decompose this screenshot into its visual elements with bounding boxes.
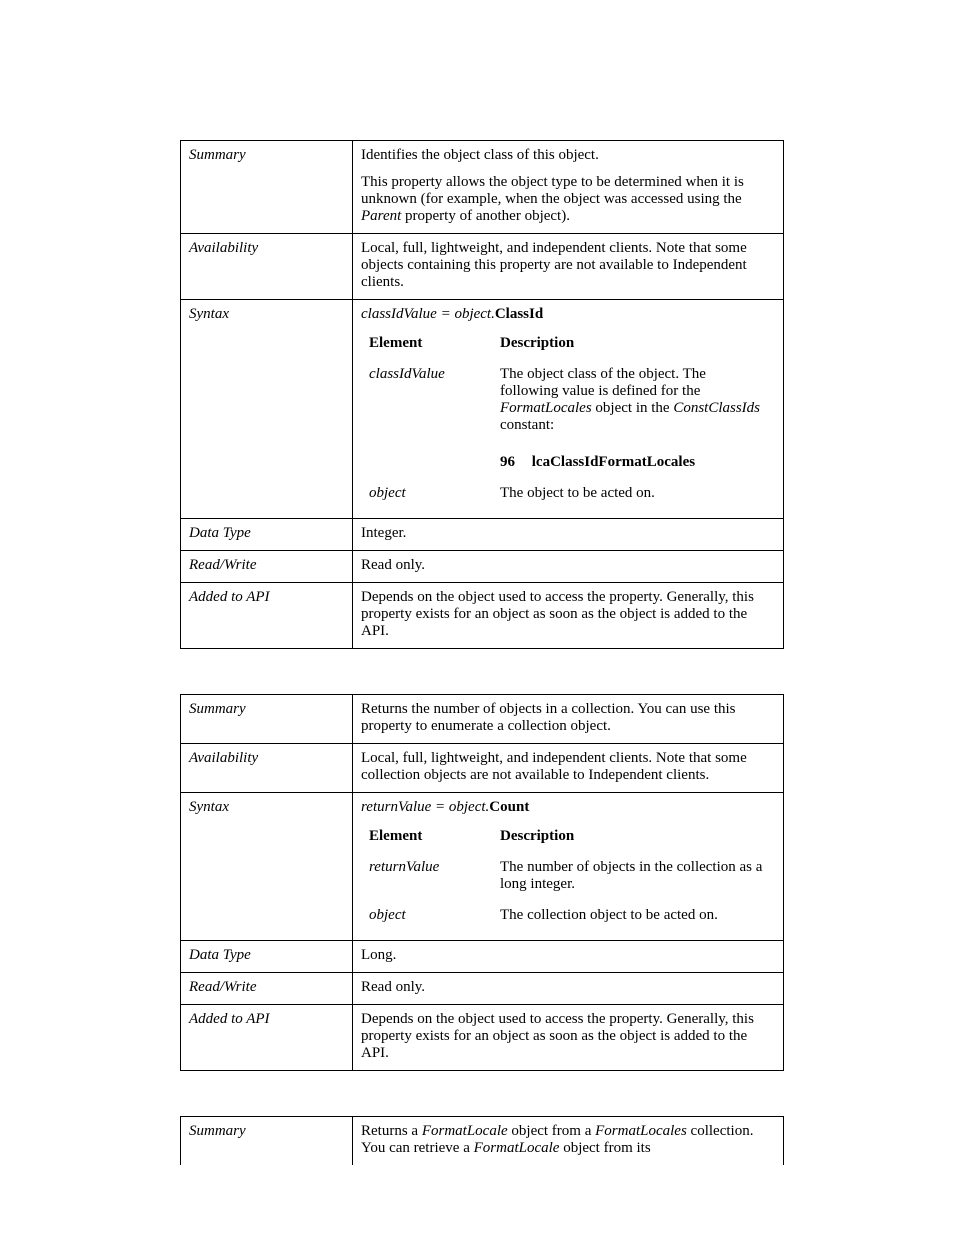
syntax-expression: returnValue = object.Count (361, 799, 775, 816)
row-value: Integer. (353, 519, 784, 551)
table-row: returnValue The number of objects in the… (361, 853, 775, 901)
element-desc: The object to be acted on. (492, 479, 775, 510)
row-value: Read only. (353, 551, 784, 583)
row-label: Syntax (181, 793, 353, 941)
table-row: Data Type Long. (181, 941, 784, 973)
summary-line1: Identifies the object class of this obje… (361, 147, 775, 164)
table-row: Syntax returnValue = object.Count Elemen… (181, 793, 784, 941)
row-label: Availability (181, 744, 353, 793)
table-row: 96 lcaClassIdFormatLocales (361, 442, 775, 479)
syntax-expression: classIdValue = object.ClassId (361, 306, 775, 323)
table-row: Added to API Depends on the object used … (181, 1005, 784, 1071)
row-label: Summary (181, 141, 353, 234)
element-name: object (361, 479, 492, 510)
row-value: Long. (353, 941, 784, 973)
element-desc: The number of objects in the collection … (492, 853, 775, 901)
col-header-description: Description (492, 329, 775, 360)
row-label: Data Type (181, 519, 353, 551)
row-value: classIdValue = object.ClassId Element De… (353, 300, 784, 519)
table-row: Summary Identifies the object class of t… (181, 141, 784, 234)
row-label: Read/Write (181, 973, 353, 1005)
row-label: Syntax (181, 300, 353, 519)
table-row: Availability Local, full, lightweight, a… (181, 234, 784, 300)
table-row: Availability Local, full, lightweight, a… (181, 744, 784, 793)
row-value: Identifies the object class of this obje… (353, 141, 784, 234)
row-value: Local, full, lightweight, and independen… (353, 744, 784, 793)
table-row: Element Description (361, 822, 775, 853)
property-table-count: Summary Returns the number of objects in… (180, 694, 784, 1071)
property-table-item: Summary Returns a FormatLocale object fr… (180, 1116, 784, 1165)
row-label: Data Type (181, 941, 353, 973)
row-value: Depends on the object used to access the… (353, 1005, 784, 1071)
syntax-elements-table: Element Description returnValue The numb… (361, 822, 775, 932)
element-name: object (361, 901, 492, 932)
table-row: object The object to be acted on. (361, 479, 775, 510)
row-value: Returns a FormatLocale object from a For… (353, 1117, 784, 1166)
document-page: Summary Identifies the object class of t… (0, 0, 954, 1235)
table-row: Read/Write Read only. (181, 973, 784, 1005)
table-row: classIdValue The object class of the obj… (361, 360, 775, 442)
table-row: Syntax classIdValue = object.ClassId Ele… (181, 300, 784, 519)
row-label: Read/Write (181, 551, 353, 583)
element-desc: The collection object to be acted on. (492, 901, 775, 932)
table-row: Data Type Integer. (181, 519, 784, 551)
col-header-element: Element (361, 822, 492, 853)
property-table-classid: Summary Identifies the object class of t… (180, 140, 784, 649)
table-row: Summary Returns a FormatLocale object fr… (181, 1117, 784, 1166)
summary-line2: This property allows the object type to … (361, 174, 775, 225)
element-desc: The object class of the object. The foll… (492, 360, 775, 442)
element-name: returnValue (361, 853, 492, 901)
constant-definition: 96 lcaClassIdFormatLocales (492, 442, 775, 479)
syntax-elements-table: Element Description classIdValue The obj… (361, 329, 775, 510)
table-row: Added to API Depends on the object used … (181, 583, 784, 649)
row-value: Depends on the object used to access the… (353, 583, 784, 649)
col-header-description: Description (492, 822, 775, 853)
row-label: Added to API (181, 1005, 353, 1071)
row-value: Returns the number of objects in a colle… (353, 695, 784, 744)
element-name: classIdValue (361, 360, 492, 442)
row-value: returnValue = object.Count Element Descr… (353, 793, 784, 941)
row-label: Summary (181, 1117, 353, 1166)
table-row: Read/Write Read only. (181, 551, 784, 583)
row-value: Local, full, lightweight, and independen… (353, 234, 784, 300)
row-label: Availability (181, 234, 353, 300)
table-row: Element Description (361, 329, 775, 360)
table-row: object The collection object to be acted… (361, 901, 775, 932)
row-label: Added to API (181, 583, 353, 649)
table-row: Summary Returns the number of objects in… (181, 695, 784, 744)
row-value: Read only. (353, 973, 784, 1005)
row-label: Summary (181, 695, 353, 744)
col-header-element: Element (361, 329, 492, 360)
